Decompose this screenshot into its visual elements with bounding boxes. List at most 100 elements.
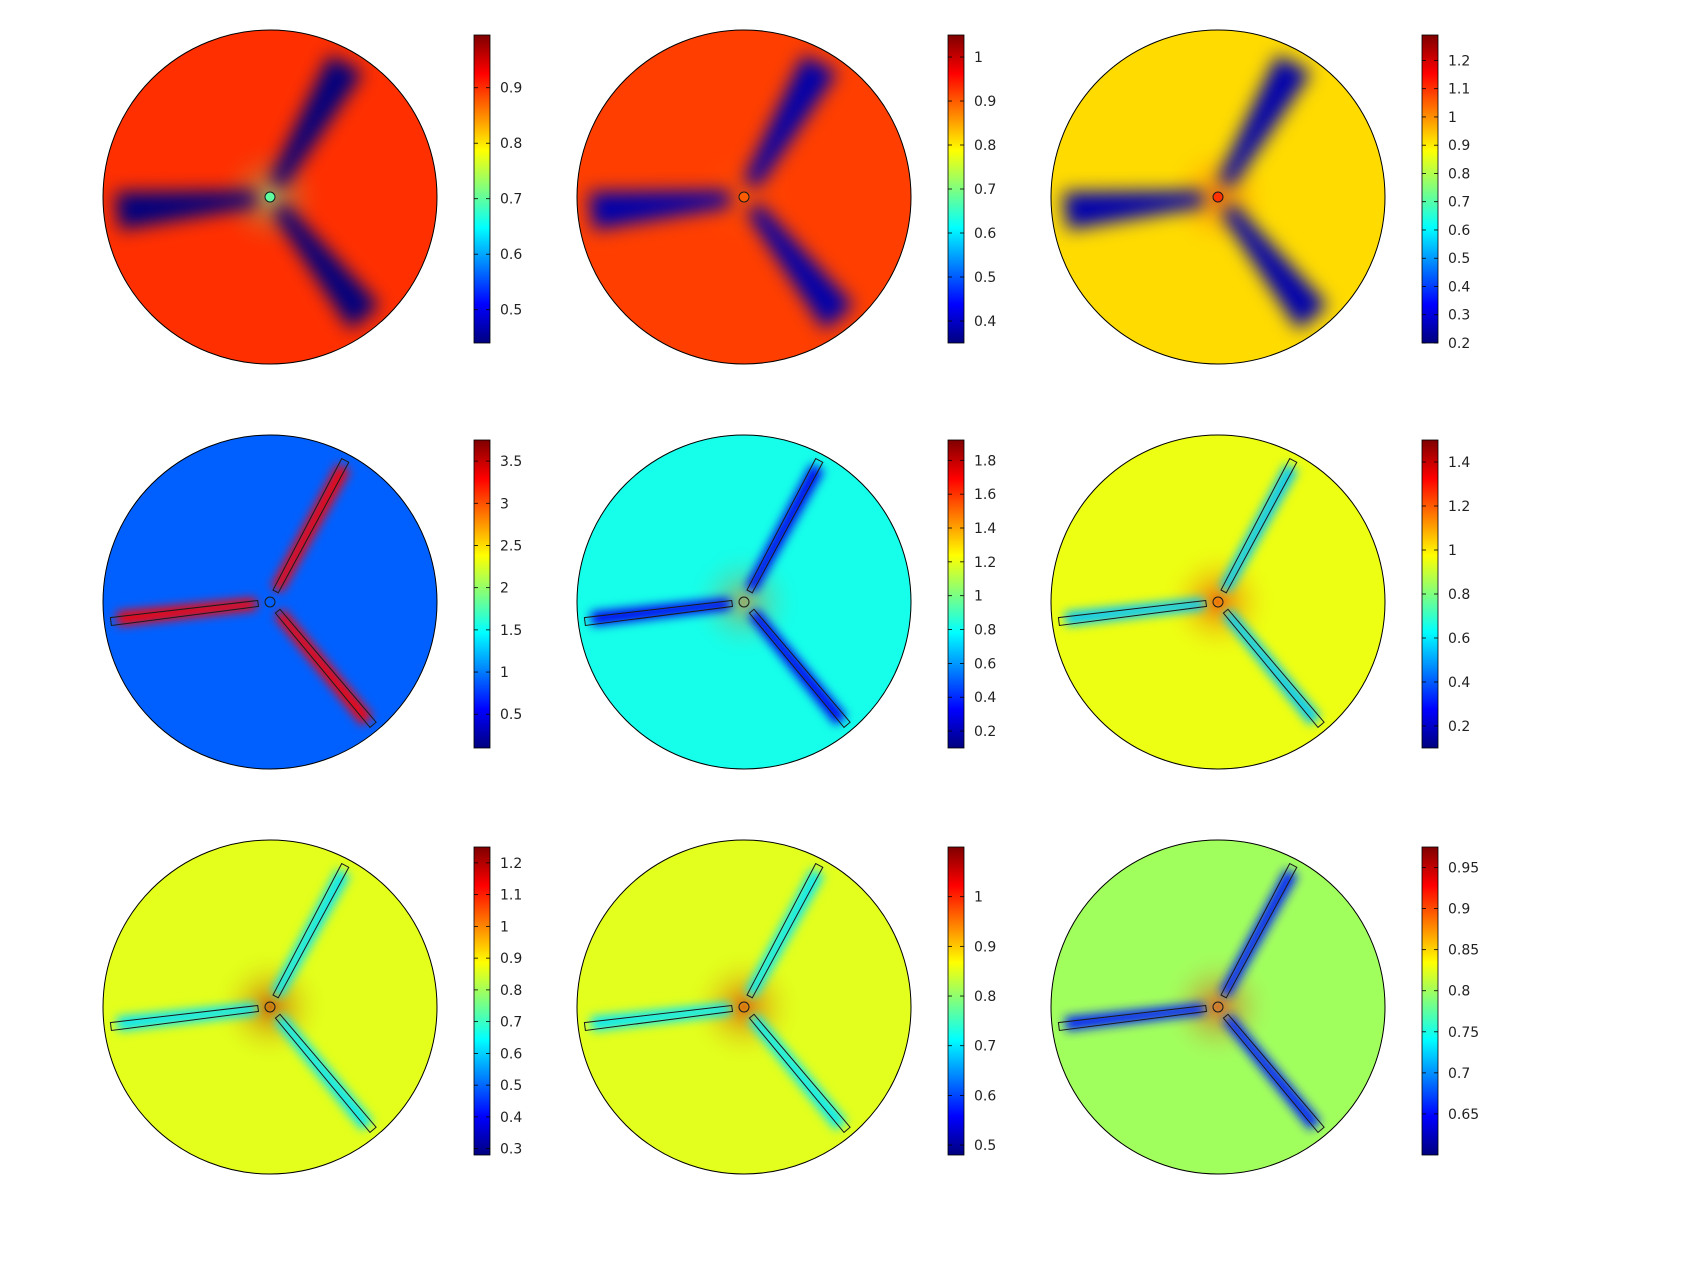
blade-wake-3 bbox=[274, 1013, 373, 1131]
colorbar-tick-label: 1.2 bbox=[1448, 53, 1470, 69]
panel-r1c1: 0.5 0.6 0.7 0.8 0.9 bbox=[102, 29, 522, 365]
hub-field bbox=[1051, 840, 1385, 1174]
hub bbox=[264, 1001, 276, 1013]
colorbar-tick-label: 2.5 bbox=[500, 538, 522, 554]
colorbar: 0.3 0.4 0.5 0.6 0.7 0.8 0.9 1 1.1 1.2 bbox=[473, 846, 522, 1158]
blade-wake-3 bbox=[746, 202, 854, 331]
panel-r2c2: 0.2 0.4 0.6 0.8 1 1.2 1.4 1.6 1.8 bbox=[576, 434, 996, 770]
colorbar-tick-label: 0.2 bbox=[1448, 719, 1470, 735]
colorbar: 0.65 0.7 0.75 0.8 0.85 0.9 0.95 bbox=[1421, 846, 1479, 1156]
hub bbox=[738, 1001, 750, 1013]
colorbar-tick-label: 0.6 bbox=[1448, 631, 1470, 647]
colorbar-tick-label: 1.2 bbox=[1448, 499, 1470, 515]
colorbar-tick-label: 2 bbox=[500, 581, 509, 597]
colorbar-tick-label: 0.8 bbox=[500, 983, 522, 999]
wake-field bbox=[588, 54, 854, 331]
colorbar-tick-label: 0.3 bbox=[1448, 308, 1470, 324]
colorbar-tick-label: 0.8 bbox=[500, 136, 522, 152]
blade-outline-2 bbox=[583, 1004, 734, 1032]
panel-r3c3: 0.65 0.7 0.75 0.8 0.85 0.9 0.95 bbox=[1050, 839, 1479, 1175]
blade-wake-3 bbox=[274, 608, 373, 726]
colorbar-tick-label: 1 bbox=[1448, 110, 1457, 126]
panel-r3c2: 0.5 0.6 0.7 0.8 0.9 1 bbox=[576, 839, 996, 1175]
colorbar-tick-label: 0.4 bbox=[974, 690, 996, 706]
colorbar-tick-label: 1.5 bbox=[500, 623, 522, 639]
colorbar: 0.2 0.3 0.4 0.5 0.6 0.7 0.8 0.9 1 1.1 1.2 bbox=[1421, 34, 1470, 352]
colorbar-tick-label: 0.9 bbox=[974, 939, 996, 955]
colorbar-tick-label: 0.4 bbox=[974, 314, 996, 330]
colorbar-tick-label: 0.85 bbox=[1448, 943, 1479, 959]
blade-outline-1 bbox=[746, 457, 824, 594]
colorbar-tick-label: 0.9 bbox=[500, 81, 522, 97]
colorbar-tick-label: 1 bbox=[974, 589, 983, 605]
hub-field bbox=[577, 840, 911, 1174]
colorbar-tick-label: 0.65 bbox=[1448, 1107, 1479, 1123]
rotor-disc-outline bbox=[1050, 839, 1386, 1175]
colorbar-tick-label: 0.6 bbox=[974, 656, 996, 672]
hub bbox=[1212, 1001, 1224, 1013]
rotor-disc-outline bbox=[576, 434, 912, 770]
blade-outline-3 bbox=[1222, 1013, 1325, 1134]
colorbar-tick-label: 1 bbox=[974, 890, 983, 906]
hub bbox=[738, 596, 750, 608]
colorbar-gradient bbox=[473, 34, 491, 344]
panel-r2c1: 0.5 1 1.5 2 2.5 3 3.5 bbox=[102, 434, 522, 770]
rotor-disc-outline bbox=[576, 29, 912, 365]
blade-outline-2 bbox=[1057, 599, 1208, 627]
colorbar-tick-label: 0.7 bbox=[974, 1039, 996, 1055]
blade-outline-3 bbox=[748, 608, 851, 729]
panel-r3c1: 0.3 0.4 0.5 0.6 0.7 0.8 0.9 1 1.1 1.2 bbox=[102, 839, 522, 1175]
wake-field bbox=[1062, 54, 1328, 331]
blade-wake-1 bbox=[269, 54, 364, 189]
blade-wake-3 bbox=[272, 202, 380, 331]
colorbar-tick-label: 0.2 bbox=[1448, 336, 1470, 352]
blade-outline-3 bbox=[274, 608, 377, 729]
blade-outline-2 bbox=[109, 1004, 260, 1032]
colorbar-tick-label: 0.6 bbox=[1448, 223, 1470, 239]
blade-wake-3 bbox=[748, 1013, 847, 1131]
blade-wake-3 bbox=[1222, 608, 1321, 726]
colorbar-tick-label: 0.8 bbox=[974, 623, 996, 639]
blade-outline-3 bbox=[748, 1013, 851, 1134]
colorbar-tick-label: 1 bbox=[500, 665, 509, 681]
hub-field bbox=[1051, 435, 1385, 769]
colorbar-tick-label: 0.5 bbox=[1448, 251, 1470, 267]
blade-outline-1 bbox=[272, 862, 350, 999]
rotor-disc-outline bbox=[102, 839, 438, 1175]
colorbar-gradient bbox=[1421, 846, 1439, 1156]
colorbar-tick-label: 1.1 bbox=[1448, 82, 1470, 98]
colorbar: 0.2 0.4 0.6 0.8 1 1.2 1.4 1.6 1.8 bbox=[947, 439, 996, 749]
blade-wake-1 bbox=[743, 54, 838, 189]
colorbar-tick-label: 0.7 bbox=[1448, 1066, 1470, 1082]
colorbar-tick-label: 0.5 bbox=[500, 303, 522, 319]
colorbar-tick-label: 0.4 bbox=[500, 1110, 522, 1126]
blade-wake-1 bbox=[1217, 54, 1312, 189]
colorbar-tick-label: 1 bbox=[500, 919, 509, 935]
colorbar-tick-label: 0.6 bbox=[974, 226, 996, 242]
panel-r2c3: 0.2 0.4 0.6 0.8 1 1.2 1.4 bbox=[1050, 434, 1470, 770]
rotor-disc-outline bbox=[1050, 434, 1386, 770]
colorbar-gradient bbox=[473, 846, 491, 1156]
hub bbox=[1212, 191, 1224, 203]
colorbar-tick-label: 1.2 bbox=[500, 856, 522, 872]
colorbar-tick-label: 0.95 bbox=[1448, 861, 1479, 877]
hub bbox=[1212, 596, 1224, 608]
colorbar-tick-label: 0.8 bbox=[1448, 587, 1470, 603]
blade-outline-1 bbox=[1220, 862, 1298, 999]
hub bbox=[264, 191, 276, 203]
blade-outline-1 bbox=[1220, 457, 1298, 594]
colorbar-tick-label: 0.5 bbox=[500, 1078, 522, 1094]
rotor-disc-outline bbox=[102, 29, 438, 365]
colorbar-tick-label: 0.7 bbox=[974, 182, 996, 198]
panel-grid: 0.5 0.6 0.7 0.8 0.9 0.4 0.5 0.6 0.7 0.8 0.9 1 0.2 0.3… bbox=[102, 29, 1479, 1175]
colorbar-tick-label: 1.4 bbox=[974, 521, 996, 537]
colorbar-tick-label: 0.4 bbox=[1448, 279, 1470, 295]
colorbar-tick-label: 0.5 bbox=[974, 1138, 996, 1154]
colorbar-tick-label: 0.9 bbox=[1448, 138, 1470, 154]
colorbar-gradient bbox=[1421, 34, 1439, 344]
colorbar-tick-label: 0.8 bbox=[974, 989, 996, 1005]
panel-r1c3: 0.2 0.3 0.4 0.5 0.6 0.7 0.8 0.9 1 1.1 1.2 bbox=[1050, 29, 1470, 365]
colorbar-tick-label: 0.9 bbox=[974, 94, 996, 110]
blade-outline-2 bbox=[1057, 1004, 1208, 1032]
hub bbox=[264, 596, 276, 608]
